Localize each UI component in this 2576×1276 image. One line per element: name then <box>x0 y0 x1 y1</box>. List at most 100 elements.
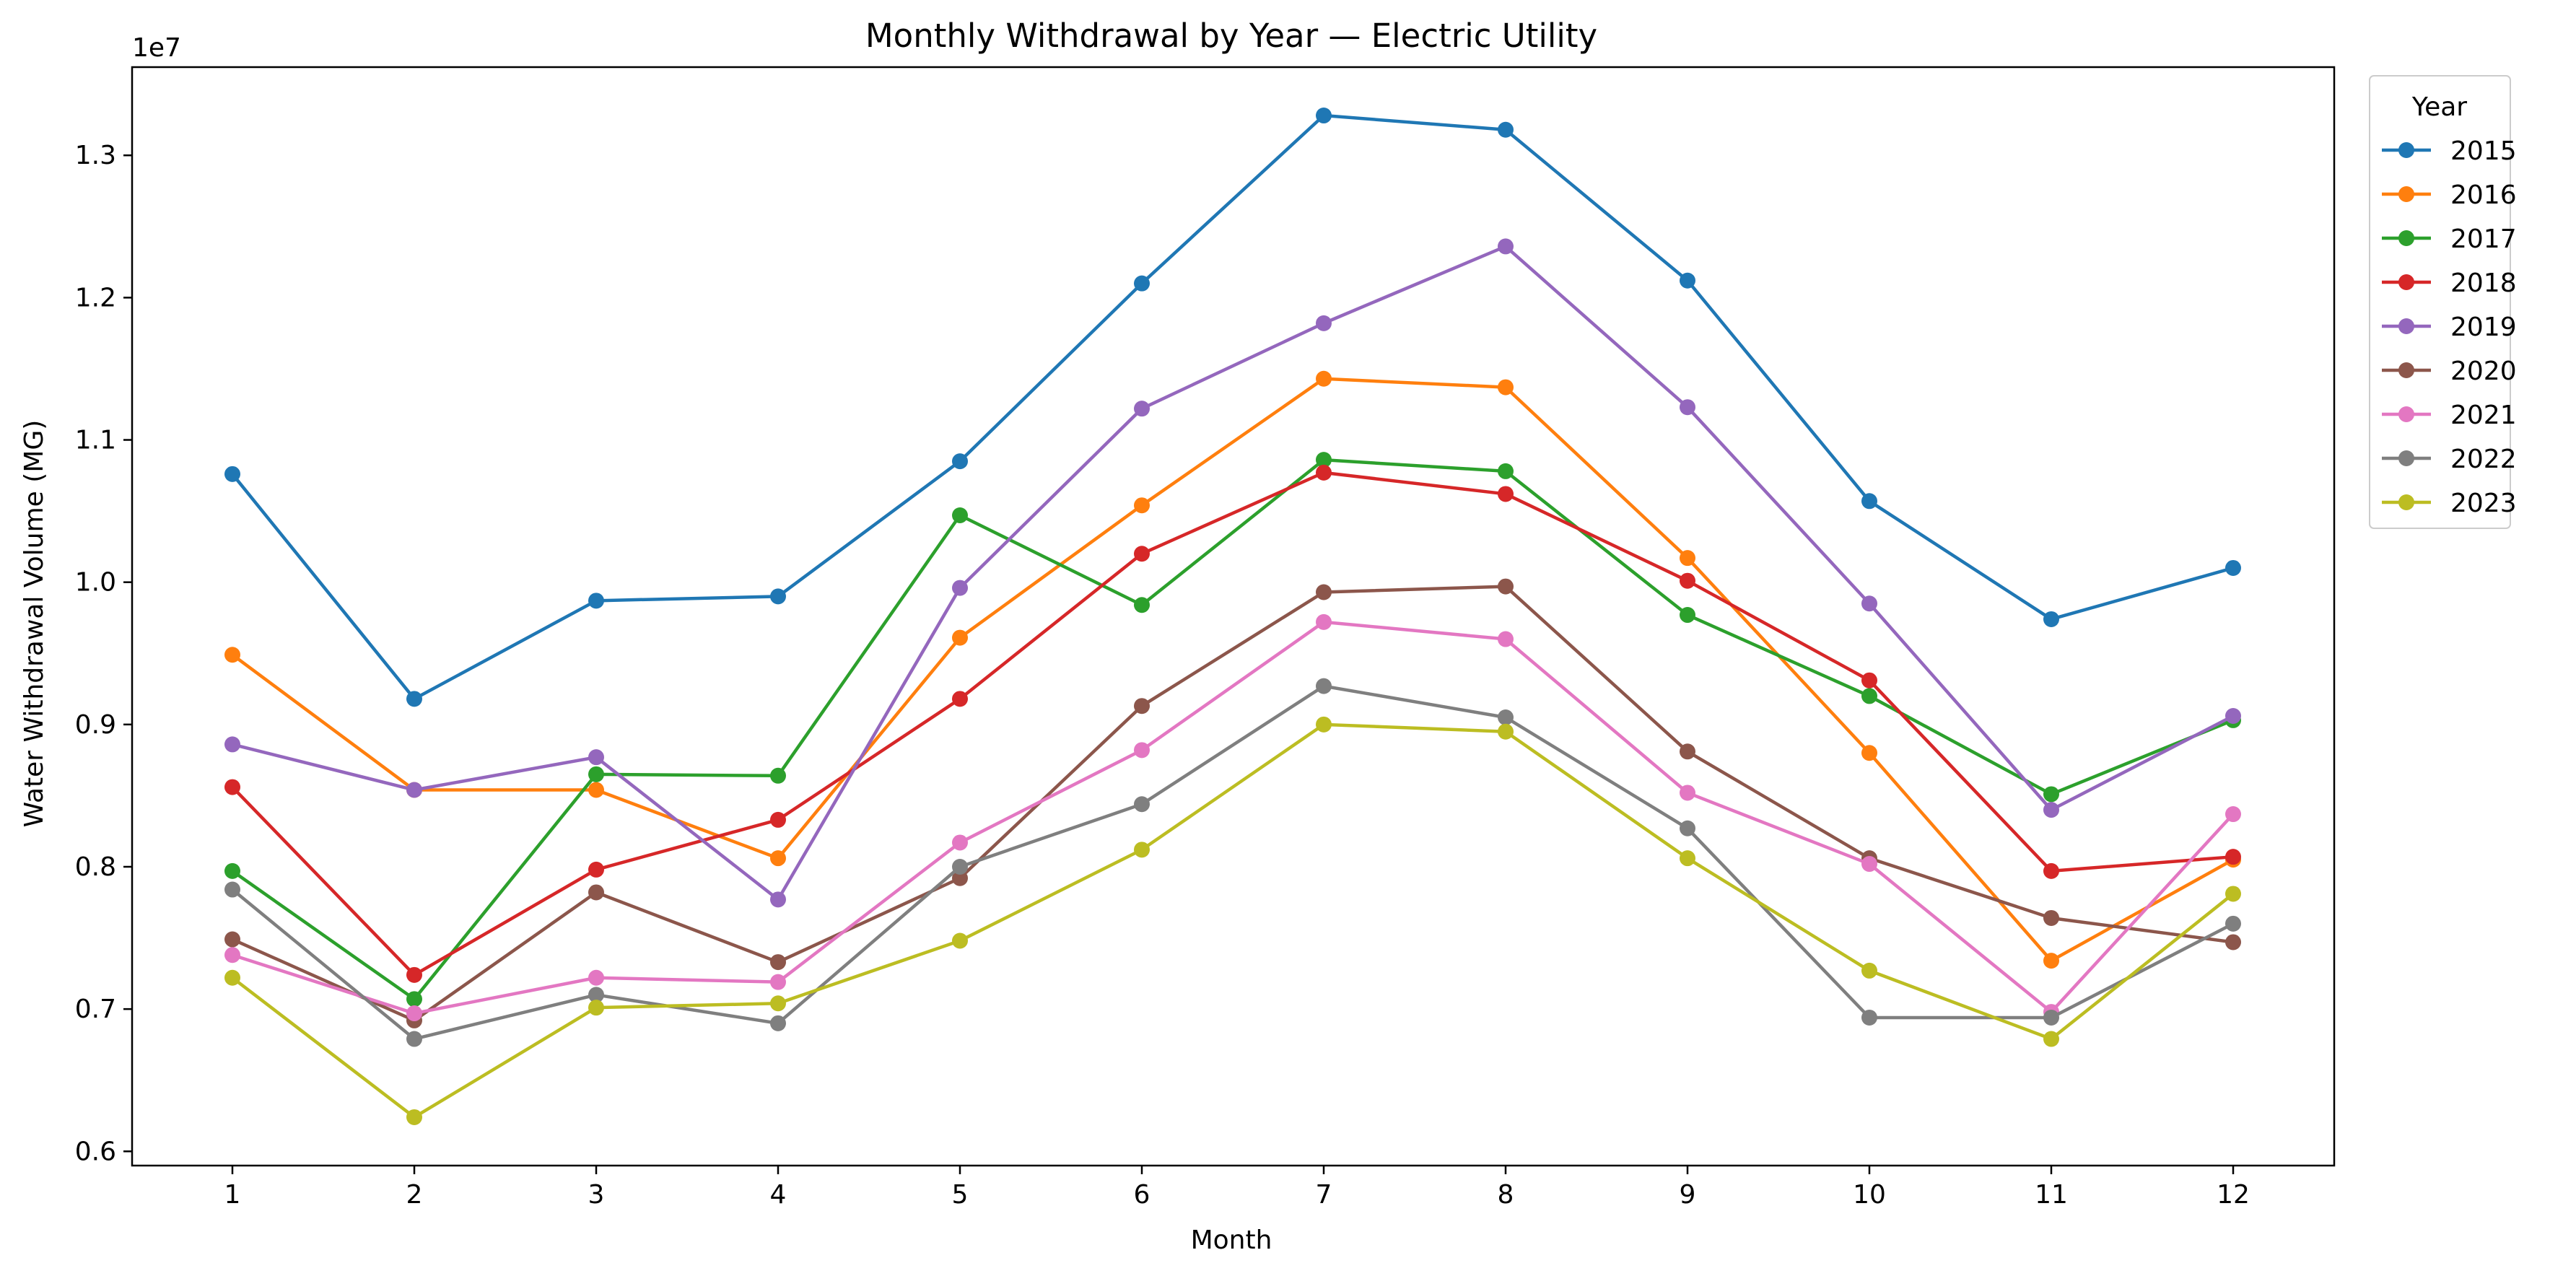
data-point <box>770 1015 786 1031</box>
data-point <box>1861 672 1877 689</box>
data-point <box>1861 595 1877 612</box>
data-point <box>952 453 968 470</box>
data-point <box>224 931 240 948</box>
y-axis-label: Water Withdrawal Volume (MG) <box>19 420 49 828</box>
data-point <box>1316 584 1332 600</box>
x-tick-label: 12 <box>2217 1180 2250 1210</box>
series-line <box>231 684 2235 1041</box>
series-2021 <box>224 613 2241 1022</box>
data-point <box>1316 716 1332 733</box>
data-point <box>224 647 240 663</box>
legend-item: 2022 <box>2382 445 2517 474</box>
plot-area <box>224 108 2241 1125</box>
x-tick-label: 2 <box>406 1180 423 1210</box>
data-point <box>2043 802 2059 818</box>
data-point <box>224 947 240 963</box>
data-point <box>770 850 786 867</box>
data-point <box>770 588 786 605</box>
data-point <box>1134 796 1150 813</box>
data-point <box>770 811 786 828</box>
data-point <box>224 862 240 879</box>
data-point <box>1680 607 1695 624</box>
data-point <box>588 782 604 798</box>
data-point <box>1134 842 1150 858</box>
data-point <box>406 1031 422 1047</box>
data-point <box>2225 806 2241 823</box>
data-point <box>1316 370 1332 387</box>
data-point <box>224 466 240 482</box>
data-point <box>952 507 968 524</box>
x-tick-label: 6 <box>1134 1180 1151 1210</box>
data-point <box>1134 546 1150 562</box>
legend-marker <box>2398 274 2414 290</box>
legend-label: 2021 <box>2450 401 2517 430</box>
data-point <box>952 858 968 875</box>
data-point <box>1316 315 1332 331</box>
data-point <box>1134 742 1150 759</box>
data-point <box>588 593 604 609</box>
legend-marker <box>2398 186 2414 202</box>
data-point <box>2225 915 2241 932</box>
data-point <box>2225 886 2241 902</box>
y-tick-label: 0.9 <box>75 710 116 740</box>
legend-item: 2023 <box>2382 489 2517 518</box>
data-point <box>224 969 240 986</box>
data-point <box>1498 578 1514 595</box>
data-point <box>406 991 422 1008</box>
y-tick-label: 1.1 <box>75 426 116 455</box>
legend-marker <box>2398 494 2414 510</box>
data-point <box>1134 597 1150 613</box>
data-point <box>770 995 786 1012</box>
x-tick-label: 10 <box>1853 1180 1886 1210</box>
data-point <box>1498 486 1514 502</box>
y-tick-label: 0.7 <box>75 995 116 1024</box>
x-tick-label: 8 <box>1498 1180 1514 1210</box>
data-point <box>770 767 786 784</box>
series-line <box>231 113 2234 701</box>
data-point <box>406 782 422 798</box>
legend-title: Year <box>2411 92 2467 122</box>
y-axis-offset-text: 1e7 <box>132 33 181 63</box>
y-axis: 0.6 0.7 0.8 0.9 1.0 1.1 1.2 1.3 <box>75 141 132 1166</box>
data-point <box>2043 953 2059 969</box>
data-point <box>1498 379 1514 396</box>
y-tick-label: 1.0 <box>75 568 116 598</box>
data-point <box>1134 497 1150 514</box>
data-point <box>2043 786 2059 803</box>
legend-marker <box>2398 318 2414 334</box>
data-point <box>406 691 422 707</box>
plot-frame <box>131 66 2336 1167</box>
y-tick-label: 0.8 <box>75 852 116 882</box>
data-point <box>2043 862 2059 879</box>
legend-marker <box>2398 406 2414 422</box>
data-point <box>1316 678 1332 694</box>
data-point <box>1861 688 1877 704</box>
data-point <box>770 891 786 908</box>
data-point <box>1498 463 1514 479</box>
data-point <box>588 969 604 986</box>
data-point <box>1316 464 1332 481</box>
legend-item: 2020 <box>2382 357 2517 386</box>
series-2022 <box>224 678 2241 1047</box>
series-line <box>232 585 2234 1023</box>
data-point <box>1680 572 1695 589</box>
x-tick-label: 7 <box>1316 1180 1332 1210</box>
series-2023 <box>224 716 2241 1125</box>
legend-label: 2016 <box>2450 180 2517 210</box>
x-tick-label: 1 <box>224 1180 241 1210</box>
legend-label: 2019 <box>2450 313 2517 342</box>
data-point <box>1316 108 1332 124</box>
y-tick-label: 0.6 <box>75 1137 116 1166</box>
data-point <box>1498 723 1514 740</box>
data-point <box>952 580 968 596</box>
y-tick-label: 1.3 <box>75 141 116 170</box>
data-point <box>770 974 786 990</box>
data-point <box>588 861 604 878</box>
data-point <box>2225 559 2241 576</box>
series-2019 <box>224 238 2241 908</box>
legend-item: 2019 <box>2382 313 2517 342</box>
legend-item: 2015 <box>2382 136 2517 166</box>
legend: Year 2015 2016 2017 2018 2019 2020 2021 2022 202… <box>2369 75 2517 529</box>
data-point <box>1680 550 1695 567</box>
